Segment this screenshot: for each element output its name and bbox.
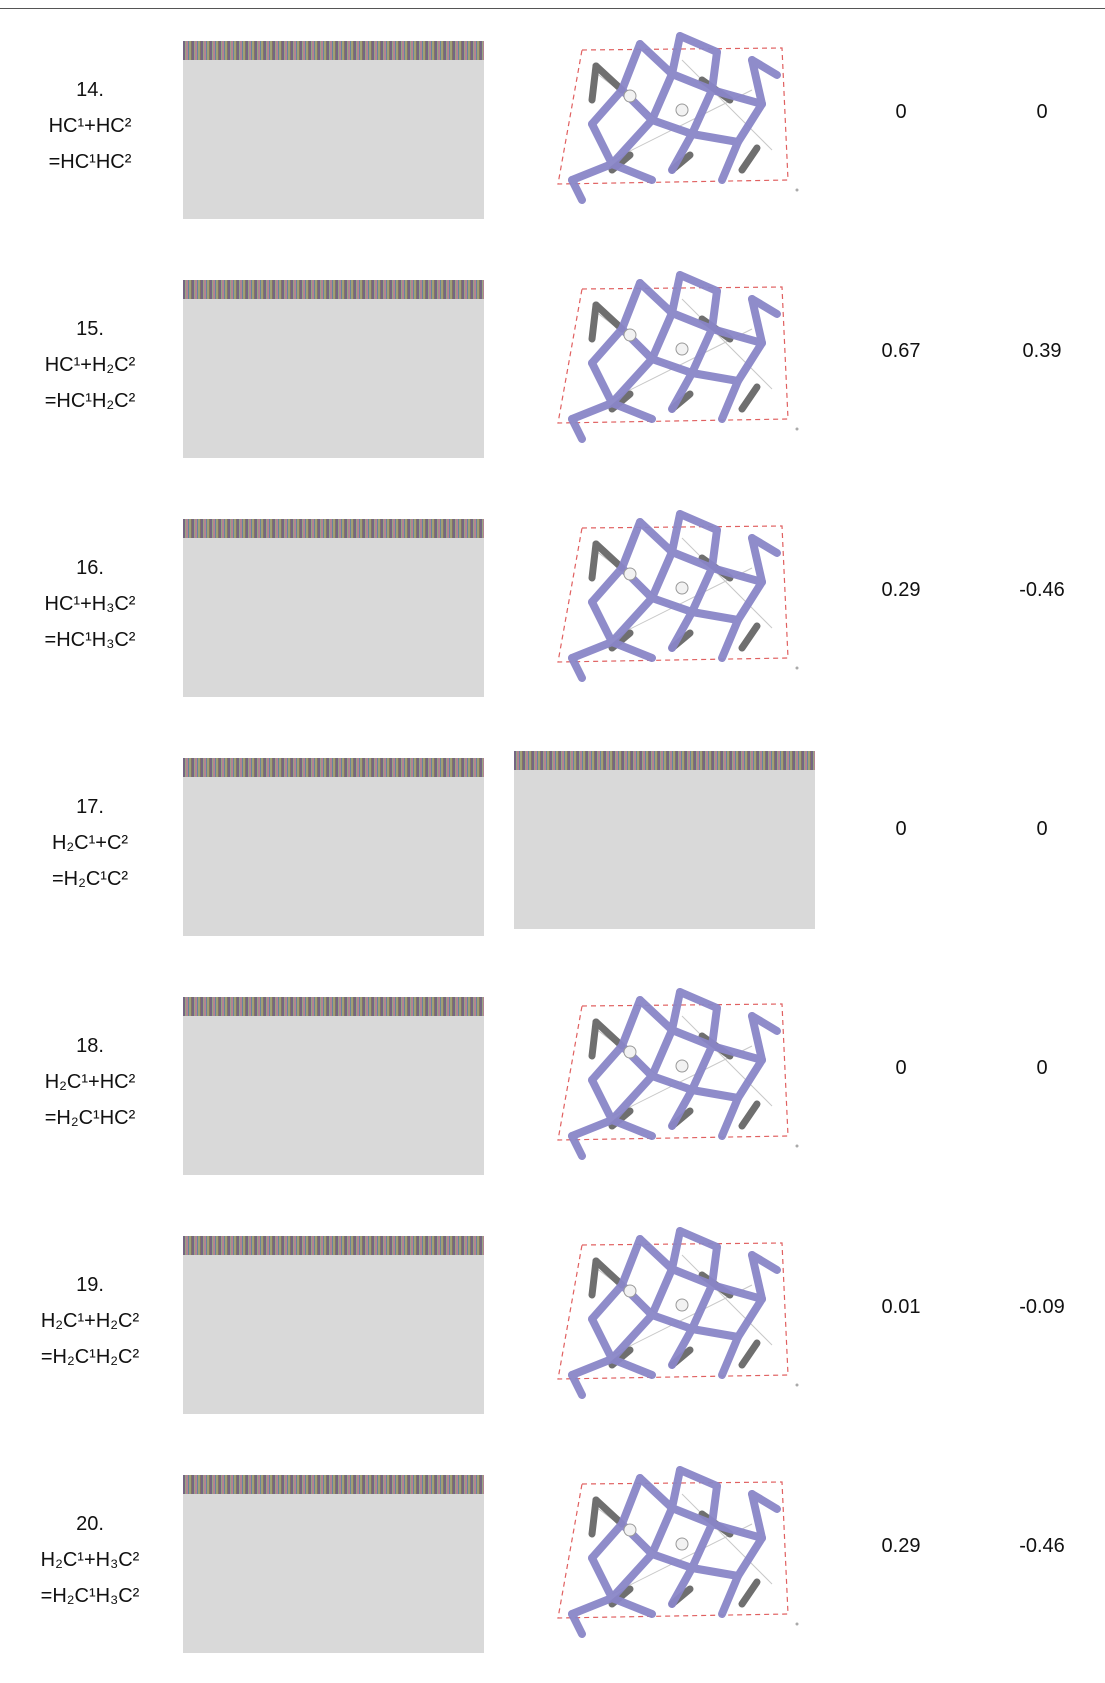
image-strip: [183, 280, 484, 299]
table-row: 15. HC¹+H₂C² =HC¹H₂C² 0.67 0.39: [0, 245, 1105, 484]
value: 0: [992, 1054, 1092, 1082]
product: =HC¹H₃C²: [10, 622, 170, 658]
image-strip: [183, 758, 484, 777]
value: 0.67: [851, 337, 951, 365]
row-number: 19.: [10, 1267, 170, 1303]
product: =H₂C¹H₂C²: [10, 1339, 170, 1375]
structure-image: [552, 30, 818, 210]
reaction-label: 14. HC¹+HC² =HC¹HC²: [10, 72, 170, 180]
structure-image: [552, 986, 818, 1166]
reaction-label: 16. HC¹+H₃C² =HC¹H₃C²: [10, 550, 170, 658]
reactants: H₂C¹+C²: [10, 825, 170, 861]
image-placeholder: [183, 997, 484, 1175]
value: 0.29: [851, 1532, 951, 1560]
row-number: 16.: [10, 550, 170, 586]
reactants: H₂C¹+H₂C²: [10, 1303, 170, 1339]
reaction-label: 20. H₂C¹+H₃C² =H₂C¹H₃C²: [10, 1506, 170, 1614]
row-number: 20.: [10, 1506, 170, 1542]
product: =H₂C¹HC²: [10, 1100, 170, 1136]
value: 0: [851, 98, 951, 126]
image-strip: [514, 751, 815, 770]
image-strip: [183, 1236, 484, 1255]
reaction-label: 15. HC¹+H₂C² =HC¹H₂C²: [10, 311, 170, 419]
reactants: HC¹+H₃C²: [10, 586, 170, 622]
image-strip: [183, 997, 484, 1016]
image-strip: [183, 519, 484, 538]
value: 0: [992, 815, 1092, 843]
image-placeholder: [183, 280, 484, 458]
value: 0.29: [851, 576, 951, 604]
image-placeholder: [514, 751, 815, 929]
row-number: 17.: [10, 789, 170, 825]
value: -0.46: [992, 576, 1092, 604]
product: =H₂C¹H₃C²: [10, 1578, 170, 1614]
structure-image: [552, 269, 818, 449]
table-row: 14. HC¹+HC² =HC¹HC² 0 0: [0, 6, 1105, 245]
image-strip: [183, 1475, 484, 1494]
row-number: 14.: [10, 72, 170, 108]
reaction-label: 18. H₂C¹+HC² =H₂C¹HC²: [10, 1028, 170, 1136]
product: =HC¹HC²: [10, 144, 170, 180]
table-row: 16. HC¹+H₃C² =HC¹H₃C² 0.29 -0.46: [0, 484, 1105, 723]
row-number: 15.: [10, 311, 170, 347]
table-row: 19. H₂C¹+H₂C² =H₂C¹H₂C² 0.01 -0.09: [0, 1201, 1105, 1440]
value: 0: [851, 1054, 951, 1082]
value: -0.46: [992, 1532, 1092, 1560]
page: {"table": {"rows": [ {"number": "14.", "…: [0, 0, 1105, 1683]
reactants: H₂C¹+HC²: [10, 1064, 170, 1100]
image-strip: [183, 41, 484, 60]
value: 0.39: [992, 337, 1092, 365]
row-number: 18.: [10, 1028, 170, 1064]
image-placeholder: [183, 1475, 484, 1653]
image-placeholder: [183, 41, 484, 219]
value: 0.01: [851, 1293, 951, 1321]
product: =HC¹H₂C²: [10, 383, 170, 419]
reaction-label: 19. H₂C¹+H₂C² =H₂C¹H₂C²: [10, 1267, 170, 1375]
structure-image: [552, 1464, 818, 1644]
reactants: HC¹+H₂C²: [10, 347, 170, 383]
product: =H₂C¹C²: [10, 861, 170, 897]
table-row: 20. H₂C¹+H₃C² =H₂C¹H₃C² 0.29 -0.46: [0, 1440, 1105, 1679]
value: 0: [992, 98, 1092, 126]
image-placeholder: [183, 1236, 484, 1414]
structure-image: [552, 1225, 818, 1405]
table-row: 18. H₂C¹+HC² =H₂C¹HC² 0 0: [0, 962, 1105, 1201]
value: 0: [851, 815, 951, 843]
reactants: H₂C¹+H₃C²: [10, 1542, 170, 1578]
value: -0.09: [992, 1293, 1092, 1321]
structure-image: [552, 508, 818, 688]
reaction-label: 17. H₂C¹+C² =H₂C¹C²: [10, 789, 170, 897]
image-placeholder: [183, 758, 484, 936]
reactants: HC¹+HC²: [10, 108, 170, 144]
image-placeholder: [183, 519, 484, 697]
table-row: 17. H₂C¹+C² =H₂C¹C² 0 0: [0, 723, 1105, 962]
